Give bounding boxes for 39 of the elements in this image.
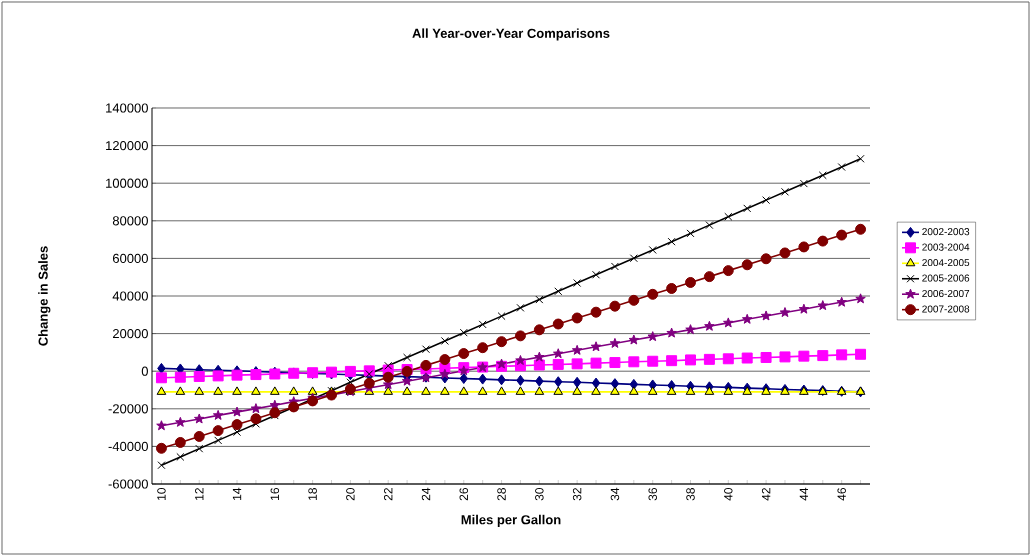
x-tick-label: 22 xyxy=(384,488,393,501)
legend-label: 2002-2003 xyxy=(922,228,970,236)
y-tick-label: 20000 xyxy=(112,329,148,339)
x-tick-label: 26 xyxy=(459,488,469,501)
y-tick-label: -60000 xyxy=(108,479,148,489)
x-axis-title: Miles per Gallon xyxy=(461,514,561,527)
x-tick-label: 20 xyxy=(346,487,355,501)
x-tick-label: 14 xyxy=(232,487,242,500)
legend-label: 2003-2004 xyxy=(922,243,970,251)
y-tick-label: 100000 xyxy=(106,178,148,188)
x-tick-label: 30 xyxy=(535,487,544,501)
legend-label: 2005-2006 xyxy=(922,274,970,282)
legend-label: 2006-2007 xyxy=(922,289,970,298)
x-tick-label: 40 xyxy=(724,487,733,501)
y-tick-label: 40000 xyxy=(112,291,148,301)
chart-title: All Year-over-Year Comparisons xyxy=(412,28,610,41)
y-tick-label: 120000 xyxy=(106,140,148,151)
x-tick-label: 10 xyxy=(157,487,166,500)
y-tick-label: 140000 xyxy=(106,103,148,113)
y-axis-title: Change in Sales xyxy=(38,246,51,346)
y-tick-label: -40000 xyxy=(108,441,148,451)
y-tick-label: -20000 xyxy=(108,404,148,414)
legend-label: 2007-2008 xyxy=(922,305,970,313)
x-tick-label: 42 xyxy=(761,488,771,501)
x-tick-label: 16 xyxy=(270,488,280,500)
y-tick-label: 80000 xyxy=(112,216,148,226)
x-tick-label: 24 xyxy=(421,487,431,501)
x-tick-label: 44 xyxy=(799,487,808,501)
x-tick-label: 18 xyxy=(308,488,317,500)
legend-label: 2004-2005 xyxy=(922,259,970,267)
x-tick-label: 28 xyxy=(497,488,506,501)
x-tick-label: 46 xyxy=(837,488,846,501)
x-tick-label: 32 xyxy=(572,488,582,501)
x-tick-label: 12 xyxy=(195,488,204,500)
x-tick-label: 34 xyxy=(610,487,620,501)
y-tick-label: 0 xyxy=(141,366,148,376)
y-tick-label: 60000 xyxy=(112,253,148,263)
x-tick-label: 36 xyxy=(648,488,657,501)
x-tick-label: 38 xyxy=(686,488,695,501)
